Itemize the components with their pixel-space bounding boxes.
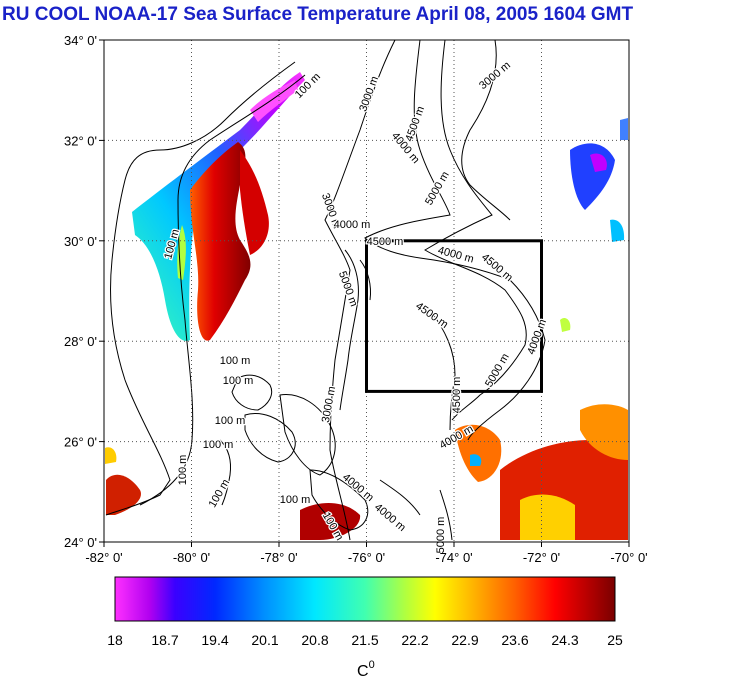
lon-tick-label: -80° 0' xyxy=(173,550,210,565)
contour-label: 100 m xyxy=(177,455,189,486)
lat-tick-label: 28° 0' xyxy=(64,334,97,349)
contour-label: 5000 m xyxy=(435,517,447,554)
contour-label: 100 m xyxy=(220,355,251,367)
colorbar-label: 18.7 xyxy=(151,632,178,648)
lat-tick-label: 34° 0' xyxy=(64,33,97,48)
colorbar-unit: C0 xyxy=(357,659,375,680)
contour-label: 100 m xyxy=(203,439,234,451)
lon-tick-label: -78° 0' xyxy=(260,550,297,565)
lon-tick-label: -70° 0' xyxy=(610,550,647,565)
colorbar-labels: 18 18.7 19.4 20.1 20.8 21.5 22.2 22.9 23.6 24.3 25 xyxy=(107,632,623,648)
lat-tick-label: 26° 0' xyxy=(64,435,97,450)
lon-tick-label: -76° 0' xyxy=(348,550,385,565)
contour-label: 4000 m xyxy=(334,219,371,231)
longitude-ticks: -82° 0' -80° 0' -78° 0' -76° 0' -74° 0' -72° … xyxy=(85,542,648,565)
contour-label: 4500 m xyxy=(367,236,404,248)
lon-tick-label: -82° 0' xyxy=(85,550,122,565)
colorbar-label: 23.6 xyxy=(501,632,528,648)
colorbar-label: 19.4 xyxy=(201,632,228,648)
bathymetry-contours xyxy=(105,39,546,541)
colorbar-label: 20.1 xyxy=(251,632,278,648)
sst-imagery xyxy=(105,72,628,540)
colorbar-label: 20.8 xyxy=(301,632,328,648)
lon-tick-label: -72° 0' xyxy=(523,550,560,565)
colorbar-label: 18 xyxy=(107,632,123,648)
latitude-ticks: 34° 0' 32° 0' 30° 0' 28° 0' 26° 0' 24° 0' xyxy=(64,33,104,550)
lon-tick-label: -74° 0' xyxy=(435,550,472,565)
colorbar-label: 24.3 xyxy=(551,632,578,648)
lat-tick-label: 30° 0' xyxy=(64,234,97,249)
colorbar-label: 22.9 xyxy=(451,632,478,648)
contour-label: 4500 m xyxy=(451,377,463,414)
colorbar-label: 25 xyxy=(607,632,623,648)
study-area-box xyxy=(365,239,543,393)
colorbar-label: 21.5 xyxy=(351,632,378,648)
colorbar xyxy=(115,577,615,621)
contour-label: 100 m xyxy=(223,375,254,387)
contour-label: 100 m xyxy=(215,415,246,427)
contour-label: 100 m xyxy=(280,494,311,506)
colorbar-frame xyxy=(114,576,616,622)
map-title: RU COOL NOAA-17 Sea Surface Temperature … xyxy=(2,4,634,25)
colorbar-label: 22.2 xyxy=(401,632,428,648)
lat-tick-label: 24° 0' xyxy=(64,535,97,550)
lat-tick-label: 32° 0' xyxy=(64,133,97,148)
